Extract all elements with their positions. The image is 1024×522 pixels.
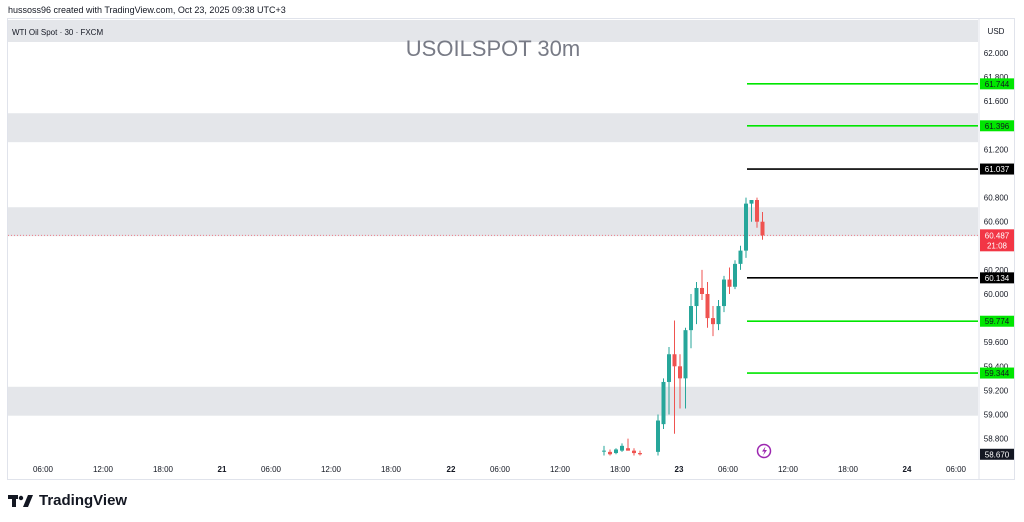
candle-body xyxy=(656,420,660,452)
candle-body xyxy=(738,250,743,264)
x-tick-label: 21 xyxy=(218,465,227,474)
candle-body xyxy=(711,318,715,325)
candle-body xyxy=(602,450,606,452)
y-tick-label: 61.600 xyxy=(984,97,1009,106)
candle-body xyxy=(744,203,748,251)
x-tick-label: 12:00 xyxy=(550,465,571,474)
x-tick-label: 06:00 xyxy=(33,465,54,474)
level-badge: 59.774 xyxy=(985,317,1010,326)
level-badge: 60.134 xyxy=(985,274,1010,283)
candle-body xyxy=(700,287,704,294)
level-badge-bg xyxy=(980,367,1014,379)
candle-body xyxy=(667,354,671,382)
candle-body xyxy=(626,448,630,451)
y-tick-label: 61.800 xyxy=(984,73,1009,82)
level-badge: 61.744 xyxy=(985,80,1010,89)
levels-layer xyxy=(747,83,978,374)
level-badge: 61.037 xyxy=(985,165,1010,174)
last-price-label: 60.487 xyxy=(985,231,1010,240)
level-badge-bg xyxy=(980,163,1014,175)
attribution-text: hussoss96 created with TradingView.com, … xyxy=(8,5,286,15)
level-badge-bg xyxy=(980,272,1014,284)
x-tick-label: 12:00 xyxy=(778,465,799,474)
candle-body xyxy=(694,287,699,307)
y-tick-label: 60.800 xyxy=(984,194,1009,203)
price-chart[interactable]: USOILSPOT 30m WTI Oil Spot · 30 · FXCM U… xyxy=(0,0,1024,490)
y-tick-label: 60.600 xyxy=(984,218,1009,227)
zones-layer xyxy=(8,20,978,416)
y-tick-label: 59.400 xyxy=(984,362,1009,371)
candle-body xyxy=(661,381,666,425)
x-tick-label: 22 xyxy=(447,465,456,474)
supply-demand-zone xyxy=(8,207,978,237)
candle-body xyxy=(632,450,636,454)
x-tick-label: 06:00 xyxy=(490,465,511,474)
bar-countdown-label: 21:08 xyxy=(987,241,1008,250)
candle-body xyxy=(683,330,688,379)
x-tick-label: 18:00 xyxy=(610,465,631,474)
lightning-icon[interactable] xyxy=(756,443,772,459)
candle-body xyxy=(614,449,618,454)
x-tick-label: 06:00 xyxy=(718,465,739,474)
candle-body xyxy=(760,221,765,236)
x-tick-label: 24 xyxy=(903,465,912,474)
y-tick-label: 59.600 xyxy=(984,338,1009,347)
low-marker-badge-bg xyxy=(980,448,1014,460)
candle-body xyxy=(689,306,693,331)
y-tick-label: 58.800 xyxy=(984,435,1009,444)
x-tick-label: 06:00 xyxy=(946,465,967,474)
candle-body xyxy=(722,279,726,307)
last-price-badge-bg xyxy=(980,229,1014,252)
candle-body xyxy=(620,445,624,451)
supply-demand-zone xyxy=(8,113,978,143)
x-tick-label: 12:00 xyxy=(321,465,342,474)
y-tick-label: 60.200 xyxy=(984,266,1009,275)
x-axis-ticks: 06:00 12:00 18:00 21 06:00 12:00 18:00 22 06:00 1… xyxy=(33,465,967,474)
chart-watermark: USOILSPOT 30m xyxy=(406,36,580,61)
tradingview-brand: TradingView xyxy=(39,492,128,509)
candle-body xyxy=(638,453,642,455)
currency-label: USD xyxy=(988,27,1005,36)
x-tick-label: 06:00 xyxy=(261,465,282,474)
level-badge-bg xyxy=(980,78,1014,90)
y-tick-label: 60.000 xyxy=(984,290,1009,299)
y-axis-ticks: 62.000 61.800 61.600 61.200 60.800 60.600 60.2… xyxy=(984,49,1009,444)
candle-body xyxy=(716,306,721,325)
tradingview-logo-icon xyxy=(8,494,33,507)
x-tick-label: 18:00 xyxy=(153,465,174,474)
level-badge: 59.344 xyxy=(985,369,1010,378)
x-tick-label: 12:00 xyxy=(93,465,114,474)
level-badge-bg xyxy=(980,120,1014,132)
chart-frame[interactable] xyxy=(7,18,1015,480)
candle-body xyxy=(608,451,612,455)
low-marker-badge: 58.670 xyxy=(985,450,1010,459)
y-tick-label: 61.200 xyxy=(984,145,1009,154)
candle-body xyxy=(755,200,759,222)
level-badge: 61.396 xyxy=(985,122,1010,131)
level-badge-bg xyxy=(980,315,1014,327)
price-badges: 61.744 61.396 61.037 60.134 59.774 59.344 60.4… xyxy=(980,78,1014,460)
candle-body xyxy=(672,354,677,367)
y-tick-label: 59.000 xyxy=(984,411,1009,420)
candles-layer xyxy=(602,197,765,456)
x-tick-label: 18:00 xyxy=(838,465,859,474)
candle-body xyxy=(678,366,682,379)
x-tick-label: 23 xyxy=(675,465,684,474)
symbol-label: WTI Oil Spot · 30 · FXCM xyxy=(12,28,103,37)
y-tick-label: 59.200 xyxy=(984,386,1009,395)
candle-body xyxy=(749,200,754,204)
x-tick-label: 18:00 xyxy=(381,465,402,474)
y-tick-label: 62.000 xyxy=(984,49,1009,58)
candle-body xyxy=(705,294,710,319)
supply-demand-zone xyxy=(8,386,978,416)
candle-body xyxy=(733,263,737,287)
tradingview-logo[interactable]: TradingView xyxy=(8,492,127,509)
candle-body xyxy=(727,279,732,287)
header-band xyxy=(8,20,978,42)
